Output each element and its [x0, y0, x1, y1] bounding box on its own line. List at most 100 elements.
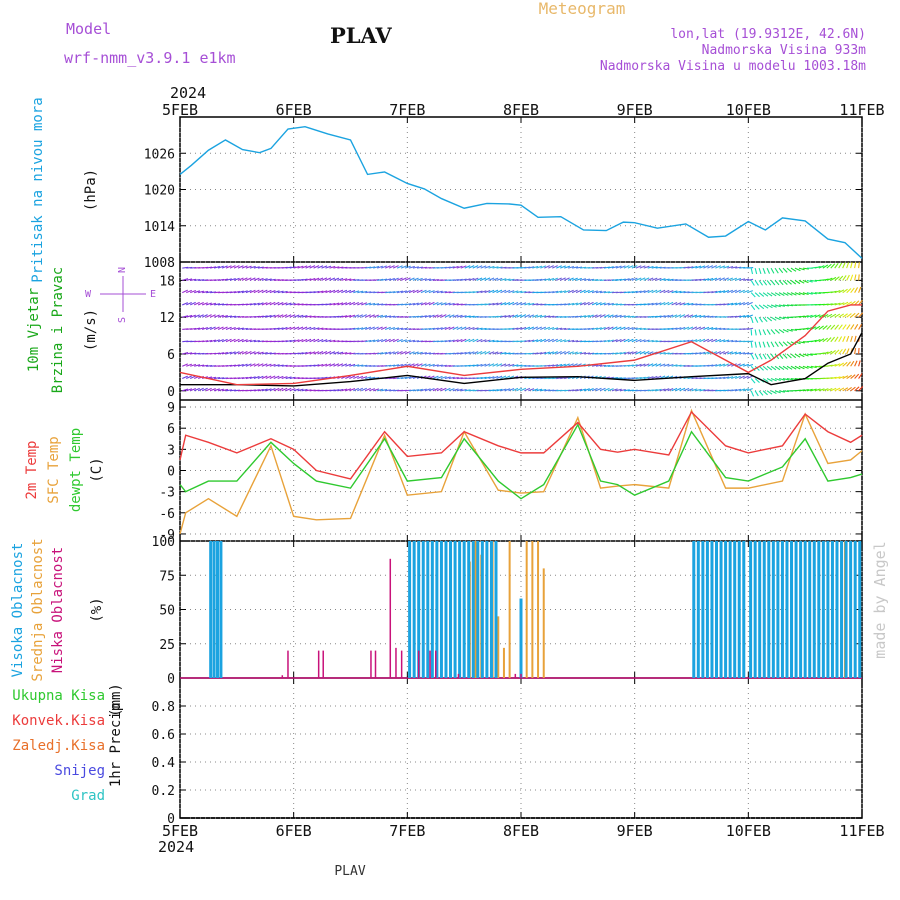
wind-arrow — [794, 292, 801, 296]
wind-arrow — [695, 265, 702, 269]
wind-arrow — [691, 339, 698, 343]
wind-arrow — [532, 265, 539, 269]
wind-arrow — [404, 328, 412, 331]
wind-arrow — [635, 377, 642, 380]
y-tick-label: -9 — [159, 528, 175, 543]
wind-arrow — [520, 314, 527, 318]
wind-arrow — [373, 388, 380, 392]
wind-arrow — [758, 292, 765, 297]
wind-arrow — [782, 377, 789, 381]
wind-arrow — [631, 265, 638, 269]
wind-arrow — [512, 314, 519, 318]
wind-arrow — [834, 336, 839, 343]
wind-arrow — [567, 351, 574, 355]
wind-arrow — [846, 335, 850, 342]
wind-arrow — [842, 288, 848, 294]
wind-arrow — [464, 351, 471, 355]
wind-arrow — [731, 289, 737, 294]
wind-arrow — [671, 364, 678, 367]
wind-arrow — [532, 326, 539, 330]
wind-arrow — [233, 277, 240, 281]
wind-arrow — [655, 315, 662, 318]
wind-arrow — [221, 326, 228, 330]
wind-arrow — [679, 326, 686, 330]
cloud-bar — [803, 541, 807, 678]
wind-arrow — [818, 325, 824, 330]
wind-arrow — [345, 314, 352, 318]
wind-arrow — [846, 361, 851, 367]
wind-arrow — [556, 338, 563, 343]
wind-arrow — [814, 339, 821, 343]
wind-arrow — [245, 339, 252, 343]
wind-arrow — [802, 365, 809, 369]
wind-arrow — [635, 327, 642, 331]
wind-arrow — [643, 339, 650, 343]
x-tick-label-top: 11FEB — [839, 101, 884, 119]
cloud-bar — [733, 541, 737, 678]
wind-arrow — [349, 352, 356, 355]
wind-arrow — [341, 289, 348, 294]
wind-arrow — [595, 327, 602, 330]
wind-arrow — [564, 303, 571, 306]
cloud-bar — [408, 541, 412, 678]
cloud-bar — [858, 541, 862, 678]
wind-arrow — [667, 301, 674, 306]
wind-arrow — [731, 389, 738, 392]
wind-arrow — [202, 364, 209, 367]
y-tick-label: 1014 — [144, 220, 175, 235]
wind-arrow — [225, 315, 233, 318]
wind-arrow — [691, 352, 698, 355]
wind-arrow — [790, 365, 797, 370]
wind-arrow — [301, 278, 308, 281]
wind-arrow — [285, 326, 292, 330]
wind-arrow — [615, 314, 622, 318]
wind-arrow — [850, 386, 856, 392]
wind-arrow — [750, 341, 753, 348]
wind-arrow — [357, 387, 363, 392]
wind-arrow — [735, 289, 741, 294]
wind-arrow — [695, 278, 702, 281]
wind-arrow — [197, 314, 204, 318]
wind-arrow — [221, 265, 228, 269]
wind-arrow — [408, 289, 415, 294]
wind-arrow — [285, 339, 292, 343]
wind-arrow — [556, 265, 562, 269]
wind-arrow — [186, 388, 193, 392]
wind-arrow — [544, 351, 551, 355]
wind-arrow — [818, 265, 825, 269]
cloud-bar — [710, 541, 714, 678]
wind-arrow — [647, 289, 654, 294]
cloud-bar — [767, 541, 771, 678]
wind-arrow — [420, 388, 427, 392]
wind-arrow — [277, 314, 284, 318]
wind-arrow — [329, 351, 336, 355]
wind-arrow — [281, 302, 288, 306]
wind-arrow — [667, 352, 674, 355]
wind-arrows — [182, 262, 864, 397]
wind-arrow — [850, 335, 853, 342]
temp-ylabel-1: SFC Temp — [46, 436, 62, 503]
wind-arrow — [201, 302, 208, 306]
wind-arrow — [217, 303, 225, 306]
wind-arrow — [774, 316, 781, 321]
cloud-bar — [537, 541, 540, 678]
wind-arrow — [583, 301, 590, 306]
wind-arrow — [504, 388, 511, 392]
wind-arrow — [305, 364, 312, 367]
wind-arrow — [325, 303, 332, 306]
wind-arrow — [512, 279, 519, 281]
wind-arrow — [727, 389, 734, 392]
temp-ylabel-2: dewpt Temp — [68, 428, 84, 512]
y-tick-label: 0.4 — [152, 756, 176, 771]
cloud-bar — [467, 541, 471, 678]
wind-arrow — [599, 387, 606, 392]
wind-arrow — [460, 265, 467, 269]
wind-arrow — [245, 351, 252, 355]
wind-arrow — [233, 364, 240, 367]
wind-arrow — [798, 279, 805, 284]
lonlat-label: lon,lat (19.9312E, 42.6N) — [670, 27, 866, 42]
wind-arrow — [675, 364, 682, 367]
wind-arrow — [237, 338, 244, 343]
wind-arrow — [575, 388, 583, 392]
